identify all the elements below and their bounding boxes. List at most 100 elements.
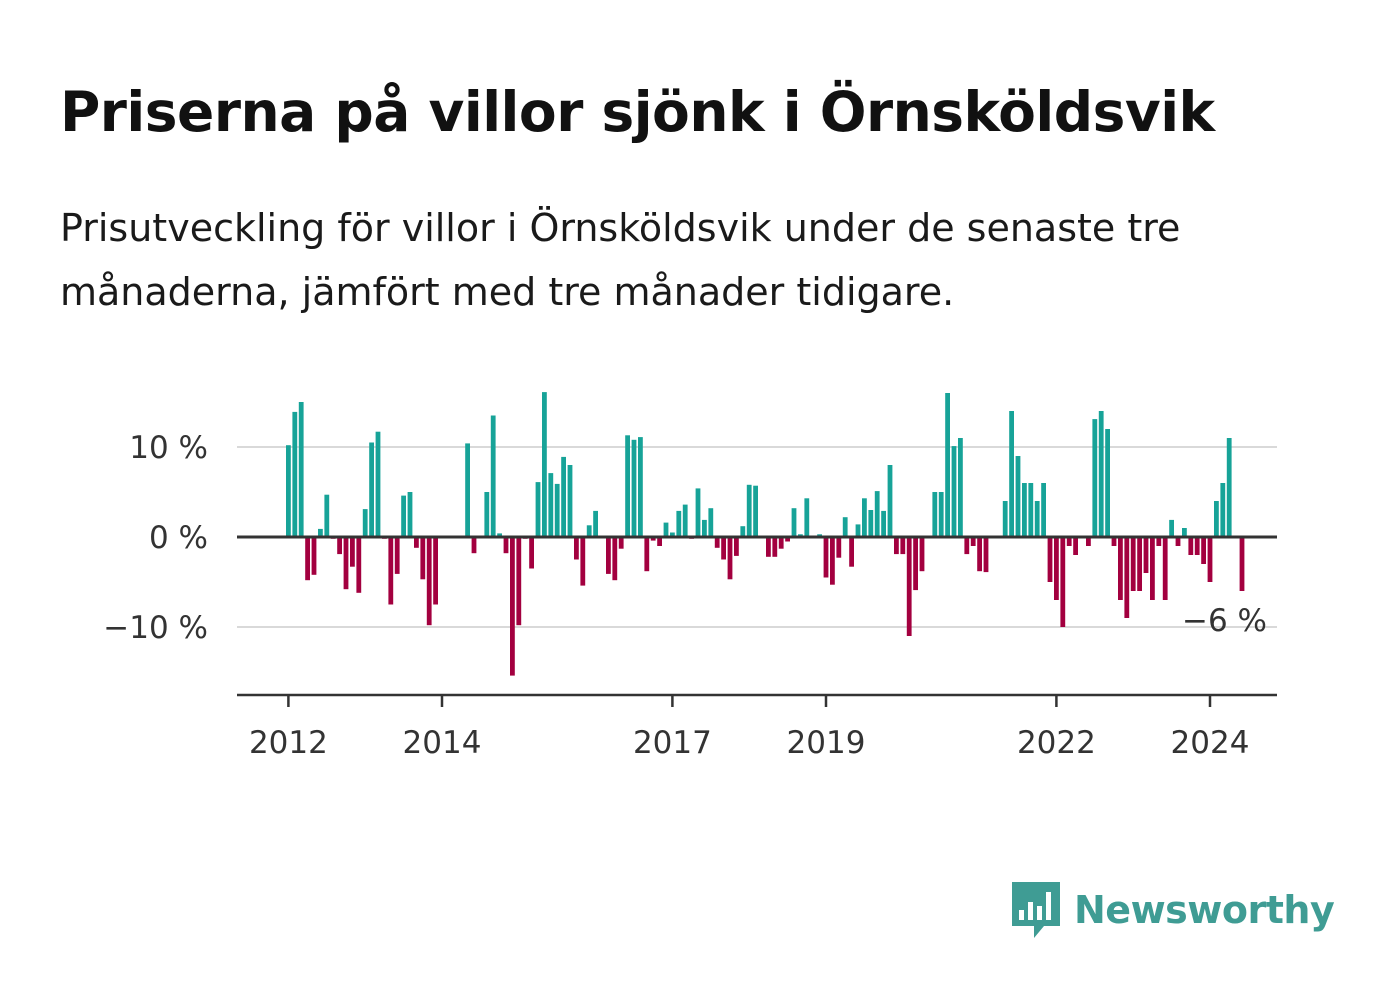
bar: [900, 537, 906, 555]
bar: [855, 524, 861, 537]
bar: [1156, 537, 1162, 546]
bar: [983, 537, 989, 573]
bar: [932, 492, 938, 537]
bar: [388, 537, 394, 605]
bar: [1054, 537, 1059, 600]
y-tick-label: 0 %: [149, 520, 208, 556]
newsworthy-chart-bubble-icon: [1012, 882, 1060, 938]
bar: [721, 537, 726, 560]
bar: [510, 537, 515, 676]
bar: [311, 537, 317, 575]
bar: [1009, 411, 1014, 537]
bar: [906, 537, 912, 636]
bar: [1226, 438, 1232, 537]
bar: [823, 537, 829, 578]
x-tick-label: 2019: [787, 725, 866, 761]
bar: [977, 537, 982, 572]
bar: [1118, 537, 1123, 600]
bar: [1098, 411, 1104, 537]
bar: [650, 537, 656, 541]
bar: [1143, 537, 1149, 573]
bar: [862, 498, 867, 537]
bar: [337, 537, 342, 555]
bar: [785, 537, 790, 542]
bar: [1130, 537, 1136, 591]
bar: [772, 537, 778, 557]
bar: [1073, 537, 1078, 555]
bar: [625, 435, 630, 537]
bar: [324, 494, 330, 537]
bar: [804, 498, 810, 537]
bar: [414, 537, 419, 548]
x-tick-label: 2014: [403, 725, 482, 761]
bar: [1137, 537, 1142, 591]
bar: [958, 438, 963, 537]
bar: [746, 484, 752, 537]
bar: [471, 537, 477, 554]
bar: [1150, 537, 1155, 600]
bar: [426, 537, 432, 626]
bar: [1124, 537, 1130, 618]
bar: [964, 537, 970, 555]
bar: [836, 537, 842, 558]
bar: [631, 439, 637, 537]
bar: [292, 411, 298, 537]
bar: [606, 537, 611, 574]
bar: [350, 537, 355, 567]
newsworthy-logo: Newsworthy: [1010, 880, 1335, 940]
bar: [1111, 537, 1117, 546]
bar: [1214, 501, 1219, 537]
bar: [554, 483, 560, 537]
bar: [868, 510, 874, 537]
bar: [727, 537, 733, 580]
bar: [1022, 483, 1027, 537]
bar: [753, 485, 758, 537]
bar: [593, 510, 598, 537]
bar: [644, 537, 650, 572]
bar: [465, 443, 470, 537]
bar: [708, 508, 714, 537]
bar: [695, 488, 701, 537]
bar: [394, 537, 400, 574]
bar: [1201, 537, 1206, 564]
bar: [503, 537, 509, 554]
x-tick-label: 2024: [1171, 725, 1250, 761]
bar: [1034, 501, 1040, 537]
bar: [1194, 537, 1200, 555]
bar: [298, 402, 304, 537]
last-value-label: −6 %: [1182, 603, 1267, 639]
x-axis-ticks: 2012 2014 2017 2019 2022 2024: [249, 695, 1250, 761]
bar: [638, 437, 643, 537]
brand-name: Newsworthy: [1074, 888, 1335, 932]
bar-chart: 10 % 0 % −10 % 2012 2014 2017 2019 2022 2024 −6…: [103, 392, 1277, 761]
bar: [670, 532, 675, 537]
bar: [1092, 419, 1098, 537]
bar: [369, 442, 374, 537]
bar: [657, 537, 662, 546]
bar: [580, 537, 586, 586]
bar: [842, 517, 848, 537]
bar: [1220, 483, 1226, 537]
y-tick-label: 10 %: [129, 430, 208, 466]
bar: [420, 537, 426, 580]
bar: [618, 537, 624, 549]
bar: [286, 445, 291, 537]
bar: [305, 537, 310, 581]
bar: [1182, 528, 1187, 537]
bar: [887, 465, 893, 537]
bar: [938, 492, 944, 537]
bar: [791, 508, 797, 537]
bar: [356, 537, 362, 593]
bar: [375, 431, 381, 537]
bar: [1066, 537, 1072, 546]
bar: [849, 537, 854, 567]
bar: [734, 537, 739, 556]
bar: [529, 537, 534, 569]
bar: [1002, 501, 1008, 537]
bar: [567, 465, 573, 537]
bar: [586, 525, 592, 537]
bar: [1028, 483, 1034, 537]
bar: [516, 537, 522, 626]
bar: [535, 482, 541, 537]
bar: [1015, 456, 1021, 537]
